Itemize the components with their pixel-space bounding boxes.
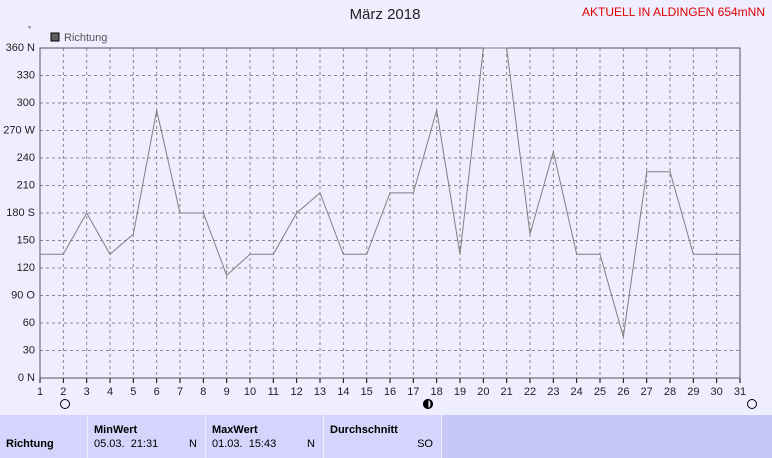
x-tick-label: 1 [37, 386, 43, 398]
direction: N [189, 438, 197, 450]
y-tick-label: 120 [17, 262, 35, 274]
y-tick-label: 60 [23, 317, 35, 329]
x-tick-label: 20 [477, 386, 489, 398]
x-tick-label: 26 [617, 386, 629, 398]
x-tick-label: 13 [314, 386, 326, 398]
chart-title: März 2018 [350, 6, 421, 23]
y-tick-label: 180 S [6, 207, 35, 219]
chart-subtitle: AKTUELL IN ALDINGEN 654mNN [582, 5, 765, 19]
x-tick-label: 22 [524, 386, 536, 398]
x-tick-label: 12 [291, 386, 303, 398]
row-cell: Richtung [0, 415, 88, 458]
direction: N [307, 438, 315, 450]
y-tick-label: 30 [23, 344, 35, 356]
y-tick-label: 90 O [11, 289, 35, 301]
stat-cell: MinWert 05.03. 21:31 N [88, 415, 206, 458]
time: 05.03. 21:31 [94, 438, 159, 450]
y-tick-label: 0 N [18, 372, 35, 384]
x-tick-label: 10 [244, 386, 256, 398]
row-label: Richtung [6, 438, 54, 450]
col-header: Durchschnitt [330, 424, 398, 436]
x-tick-label: 3 [84, 386, 90, 398]
legend-label: Richtung [64, 32, 107, 44]
x-tick-label: 5 [130, 386, 136, 398]
stat-cell: MaxWert 01.03. 15:43 N [206, 415, 324, 458]
time: 01.03. 15:43 [212, 438, 277, 450]
moon-shade [427, 399, 433, 409]
series-line [40, 47, 740, 337]
x-tick-label: 17 [407, 386, 419, 398]
legend-swatch [50, 32, 60, 42]
x-tick-label: 21 [501, 386, 513, 398]
x-tick-label: 8 [200, 386, 206, 398]
x-tick-label: 31 [734, 386, 746, 398]
x-tick-label: 7 [177, 386, 183, 398]
x-tick-label: 15 [361, 386, 373, 398]
y-tick-label: 270 W [3, 124, 35, 136]
x-tick-label: 16 [384, 386, 396, 398]
direction: SO [417, 438, 433, 450]
x-tick-label: 28 [664, 386, 676, 398]
y-tick-label: 360 N [6, 42, 35, 54]
moon-icon [747, 399, 757, 409]
stat-cell: Durchschnitt SO [324, 415, 442, 458]
y-tick-label: 300 [17, 97, 35, 109]
x-tick-label: 27 [641, 386, 653, 398]
stats-table: Richtung MinWert 05.03. 21:31 N MaxWert … [0, 415, 772, 458]
x-tick-label: 2 [60, 386, 66, 398]
y-tick-label: 330 [17, 69, 35, 81]
x-tick-label: 24 [571, 386, 583, 398]
x-tick-label: 9 [224, 386, 230, 398]
x-tick-label: 18 [431, 386, 443, 398]
x-tick-label: 30 [711, 386, 723, 398]
x-tick-label: 6 [154, 386, 160, 398]
plot-border [39, 47, 741, 379]
x-tick-label: 23 [547, 386, 559, 398]
chart: März 2018 AKTUELL IN ALDINGEN 654mNN ° R… [3, 5, 765, 410]
x-tick-label: 14 [337, 386, 349, 398]
x-tick-label: 19 [454, 386, 466, 398]
y-tick-label: 210 [17, 179, 35, 191]
col-header: MinWert [94, 424, 138, 436]
col-header: MaxWert [212, 424, 258, 436]
y-tick-label: 150 [17, 234, 35, 246]
moon-shade [423, 398, 429, 410]
moon-icons [60, 398, 757, 410]
y-unit: ° [28, 25, 31, 34]
moon-icon [60, 399, 70, 409]
x-tick-label: 29 [687, 386, 699, 398]
x-tick-label: 4 [107, 386, 113, 398]
x-tick-label: 25 [594, 386, 606, 398]
y-tick-label: 240 [17, 152, 35, 164]
x-tick-label: 11 [268, 386, 279, 398]
